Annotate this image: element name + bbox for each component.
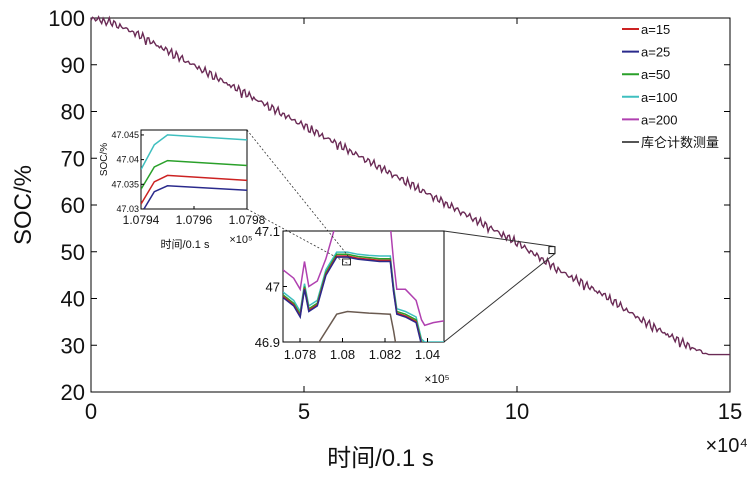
inset-x-tick-label: 1.078 xyxy=(284,347,317,362)
legend-label-a-100: a=100 xyxy=(641,90,678,105)
inset-zoom-marker-box xyxy=(342,258,351,266)
main-x-tick-label: 10 xyxy=(505,399,529,424)
inset-y-tick-label: 46.9 xyxy=(255,335,280,350)
inset-y-tick-label: 47 xyxy=(266,280,280,295)
inset-line-a-25 xyxy=(283,256,422,342)
inset-x-tick-label: 1.08 xyxy=(330,347,355,362)
small-inset-x-tick-label: 1.0798 xyxy=(229,213,266,227)
inset-x-tick-label: 1.04 xyxy=(415,347,440,362)
main-y-tick-label: 20 xyxy=(61,380,85,405)
legend-label-a-25: a=25 xyxy=(641,45,670,60)
main-soc-curve xyxy=(90,15,730,356)
main-y-tick-label: 80 xyxy=(61,100,85,125)
small-inset-line-a-50 xyxy=(141,159,247,190)
small-inset-y-tick-label: 47.045 xyxy=(111,130,139,140)
main-y-tick-label: 50 xyxy=(61,240,85,265)
main-x-tick-label: 15 xyxy=(718,399,742,424)
legend-label-a-200: a=200 xyxy=(641,112,678,127)
inset-series-group xyxy=(283,231,444,342)
main-zoom-marker-box xyxy=(548,246,556,255)
main-y-tick-label: 30 xyxy=(61,333,85,358)
main-x-tick-label: 5 xyxy=(298,399,310,424)
main-x-axis-label: 时间/0.1 s xyxy=(327,445,434,472)
main-x-multiplier: ×10⁴ xyxy=(705,435,748,457)
main-y-tick-label: 90 xyxy=(61,53,85,78)
inset-x-multiplier: ×10⁵ xyxy=(424,372,449,386)
main-y-tick-label: 60 xyxy=(61,193,85,218)
small-inset-x-axis-label: 时间/0.1 s xyxy=(161,238,210,251)
legend-label-series-5: 库仑计数测量 xyxy=(641,135,719,150)
small-zoom-connector-line xyxy=(246,129,351,260)
small-inset-x-tick-label: 1.0796 xyxy=(176,213,213,227)
small-inset-x-multiplier: ×10⁵ xyxy=(229,234,252,246)
inset-line-a-200 xyxy=(283,231,444,327)
inset-x-tick-label: 1.082 xyxy=(369,347,402,362)
inset-y-tick-label: 47.1 xyxy=(255,224,280,239)
main-y-tick-label: 70 xyxy=(61,146,85,171)
inset-plot-frame xyxy=(282,230,445,343)
inset-line-series-5 xyxy=(318,310,397,342)
legend-label-a-50: a=50 xyxy=(641,67,670,82)
small-inset-y-tick-label: 47.03 xyxy=(116,204,139,214)
legend-label-a-15: a=15 xyxy=(641,22,670,37)
small-inset-x-tick-label: 1.0794 xyxy=(123,213,160,227)
main-y-tick-label: 40 xyxy=(61,287,85,312)
small-inset-series-group xyxy=(141,134,247,209)
small-inset-y-tick-label: 47.035 xyxy=(111,179,139,189)
small-inset-y-tick-label: 47.04 xyxy=(116,155,139,165)
small-inset-plot-frame xyxy=(140,129,248,210)
small-inset-line-a-100 xyxy=(141,134,247,170)
main-y-axis-label: SOC/% xyxy=(10,165,37,245)
small-inset-line-a-25 xyxy=(143,185,247,209)
main-y-tick-label: 100 xyxy=(48,6,85,31)
zoom-connector-line xyxy=(443,230,556,248)
zoom-connector-line xyxy=(443,253,556,343)
small-inset-line-a-15 xyxy=(141,174,247,205)
main-x-tick-label: 0 xyxy=(85,399,97,424)
small-inset-y-axis-label: SOC/% xyxy=(99,143,110,176)
